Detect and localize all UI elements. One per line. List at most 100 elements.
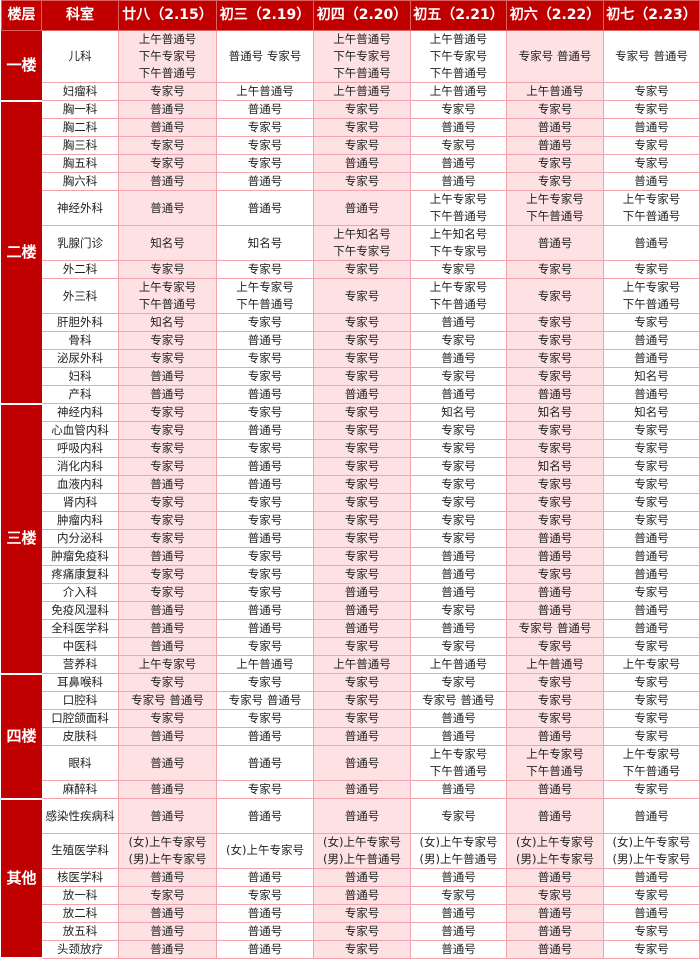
table-row: 胸五科 专家号 专家号 普通号 普通号 专家号 专家号 [2, 154, 700, 174]
schedule-cell: 专家号 普通号 [506, 29, 604, 84]
schedule-cell: 专家号 [313, 475, 411, 495]
table-row: 胸三科 专家号 专家号 专家号 专家号 普通号 专家号 [2, 136, 700, 156]
schedule-cell: 普通号 [216, 421, 314, 441]
schedule-cell: 专家号 [118, 457, 217, 477]
schedule-cell: 专家号 [506, 313, 604, 333]
schedule-cell: 专家号 [410, 136, 507, 156]
schedule-cell: 普通号 [216, 745, 314, 782]
schedule-cell: 普通号 [118, 921, 217, 941]
schedule-cell: 普通号 [313, 780, 411, 800]
schedule-cell: 专家号 [313, 709, 411, 729]
department-name: 神经内科 [41, 403, 119, 423]
table-row: 骨科 专家号 普通号 专家号 专家号 专家号 普通号 [2, 331, 700, 351]
schedule-cell: 专家号 [410, 798, 507, 834]
table-row: 核医学科 普通号 普通号 普通号 普通号 普通号 普通号 [2, 867, 700, 887]
schedule-cell: 专家号 [506, 367, 604, 387]
department-name: 胸五科 [41, 154, 119, 174]
table-row: 胸六科 普通号 普通号 专家号 普通号 专家号 普通号 [2, 172, 700, 192]
schedule-cell: 专家号 [603, 511, 700, 531]
schedule-cell: 专家号 [603, 136, 700, 156]
schedule-cell: 专家号 普通号 [603, 29, 700, 84]
schedule-cell: 专家号 [603, 637, 700, 657]
department-name: 生殖医学科 [41, 832, 119, 869]
schedule-cell: 普通号 [118, 172, 217, 192]
table-row: 妇科 普通号 专家号 专家号 专家号 专家号 知名号 [2, 367, 700, 387]
schedule-cell: 上午普通号 [506, 82, 604, 102]
floor-label: 四楼 [1, 673, 42, 800]
schedule-cell: 专家号 [216, 349, 314, 369]
floor-label: 其他 [1, 798, 42, 959]
schedule-cell: 上午普通号 [410, 82, 507, 102]
schedule-cell: 知名号 [118, 313, 217, 333]
table-row: 放二科 普通号 普通号 专家号 普通号 普通号 普通号 [2, 903, 700, 923]
schedule-cell: 普通号 [216, 727, 314, 747]
schedule-cell: 普通号 [506, 798, 604, 834]
schedule-cell: 上午专家号 下午普通号 [216, 278, 314, 315]
schedule-cell: 专家号 [216, 493, 314, 513]
table-row: 放一科 专家号 专家号 普通号 专家号 专家号 专家号 [2, 885, 700, 905]
schedule-cell: 专家号 [506, 475, 604, 495]
schedule-cell: 普通号 [410, 313, 507, 333]
schedule-cell: 普通号 [603, 529, 700, 549]
department-name: 全科医学科 [41, 619, 119, 639]
schedule-cell: 上午普通号 [313, 82, 411, 102]
schedule-cell: 专家号 [313, 673, 411, 693]
schedule-cell: 专家号 [313, 331, 411, 351]
department-name: 胸二科 [41, 118, 119, 138]
schedule-cell: 普通号 [603, 619, 700, 639]
schedule-cell: 专家号 [118, 82, 217, 102]
schedule-cell: 专家号 [410, 367, 507, 387]
schedule-cell: 专家号 [313, 903, 411, 923]
schedule-cell: 普通号 [216, 385, 314, 405]
schedule-cell: 普通号 [216, 475, 314, 495]
department-name: 呼吸内科 [41, 439, 119, 459]
schedule-cell: 专家号 [216, 154, 314, 174]
schedule-cell: 专家号 [216, 136, 314, 156]
schedule-cell: 上午专家号 下午普通号 [603, 745, 700, 782]
schedule-cell: 普通号 [313, 885, 411, 905]
schedule-cell: 专家号 [313, 100, 411, 120]
schedule-cell: 普通号 [216, 331, 314, 351]
schedule-cell: 专家号 [118, 493, 217, 513]
table-row: 妇瘤科 专家号 上午普通号 上午普通号 上午普通号 上午普通号 专家号 [2, 82, 700, 102]
schedule-cell: 专家号 [313, 260, 411, 280]
header-date: 初四（2.20） [313, 0, 411, 31]
schedule-cell: 普通号 专家号 [216, 29, 314, 84]
schedule-cell: 普通号 [216, 619, 314, 639]
table-row: 营养科 上午专家号 上午普通号 上午普通号 上午普通号 上午普通号 上午专家号 [2, 655, 700, 675]
schedule-cell: 普通号 [603, 547, 700, 567]
schedule-body: 一楼 儿科 上午普通号 下午专家号 下午普通号 普通号 专家号 上午普通号 下午专家号 … [1, 29, 700, 959]
table-row: 肾内科 专家号 专家号 专家号 专家号 专家号 专家号 [2, 493, 700, 513]
schedule-cell: 专家号 [216, 313, 314, 333]
schedule-cell: 专家号 [216, 439, 314, 459]
schedule-cell: 专家号 普通号 [506, 619, 604, 639]
schedule-cell: 普通号 [603, 601, 700, 621]
department-name: 麻醉科 [41, 780, 119, 800]
schedule-cell: 普通号 [506, 136, 604, 156]
schedule-cell: 普通号 [118, 903, 217, 923]
schedule-cell: 专家号 [313, 511, 411, 531]
schedule-cell: (女)上午专家号 (男)上午专家号 [603, 832, 700, 869]
schedule-cell: 普通号 [410, 118, 507, 138]
schedule-cell: 专家号 [603, 457, 700, 477]
table-row: 产科 普通号 普通号 普通号 普通号 普通号 普通号 [2, 385, 700, 405]
schedule-cell: 专家号 [603, 260, 700, 280]
department-name: 感染性疾病科 [41, 798, 119, 834]
schedule-cell: 专家号 [410, 421, 507, 441]
schedule-cell: 专家号 [506, 511, 604, 531]
department-name: 胸六科 [41, 172, 119, 192]
schedule-cell: 普通号 [506, 780, 604, 800]
table-row: 呼吸内科 专家号 专家号 专家号 专家号 专家号 专家号 [2, 439, 700, 459]
schedule-cell: 普通号 [603, 798, 700, 834]
schedule-cell: 专家号 [603, 939, 700, 959]
schedule-cell: 专家号 [118, 583, 217, 603]
schedule-cell: 专家号 [216, 403, 314, 423]
department-name: 口腔科 [41, 691, 119, 711]
schedule-cell: 普通号 [216, 798, 314, 834]
schedule-cell: 专家号 [313, 565, 411, 585]
schedule-cell: 普通号 [118, 619, 217, 639]
schedule-cell: 普通号 [216, 529, 314, 549]
schedule-cell: 专家号 [313, 691, 411, 711]
schedule-cell: 专家号 [410, 529, 507, 549]
schedule-cell: 普通号 [506, 118, 604, 138]
